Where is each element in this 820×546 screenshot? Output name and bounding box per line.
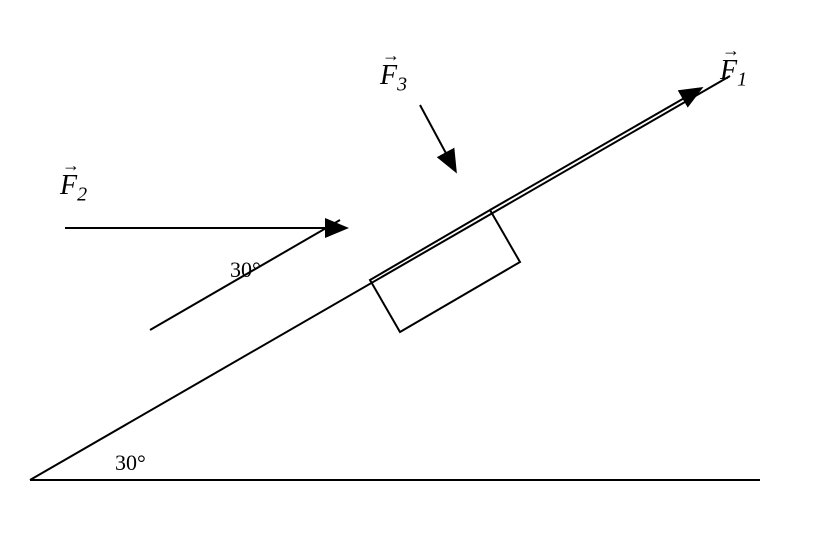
f1-vector-arrow: → bbox=[722, 40, 740, 61]
f1-arrow bbox=[490, 89, 700, 210]
angle-f2-label: 30° bbox=[230, 257, 261, 283]
f3-arrow bbox=[420, 105, 455, 170]
f2-sub: 2 bbox=[77, 184, 87, 206]
f3-sub: 3 bbox=[397, 74, 407, 96]
f2-vector-arrow: → bbox=[62, 155, 80, 176]
incline-line bbox=[30, 76, 730, 480]
f3-vector-arrow: → bbox=[382, 45, 400, 66]
f1-sub: 1 bbox=[737, 69, 747, 91]
angle-ground-label: 30° bbox=[115, 450, 146, 476]
